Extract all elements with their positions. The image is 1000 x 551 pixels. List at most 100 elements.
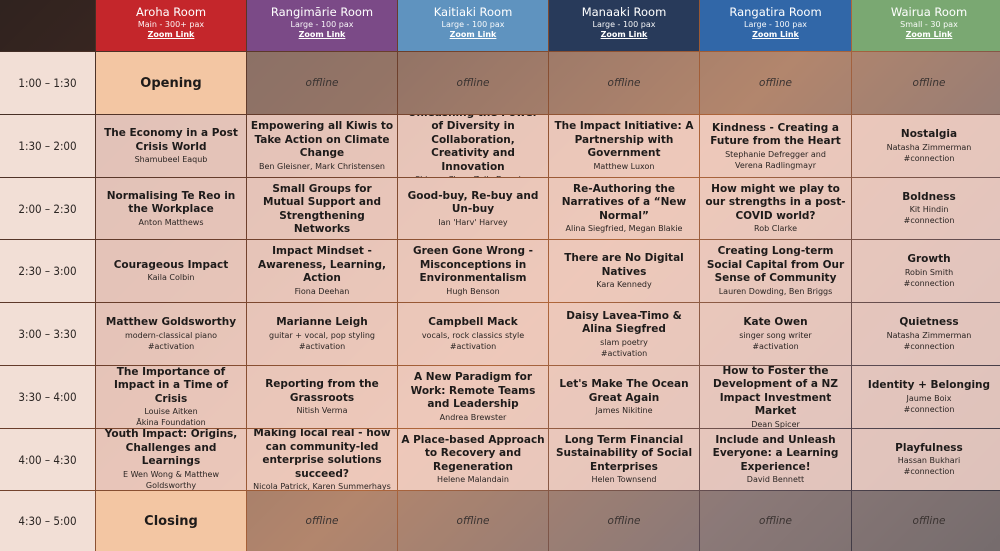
session-cell[interactable]: Youth Impact: Origins, Challenges and Le… <box>96 429 246 490</box>
session-cell[interactable]: Marianne Leigh guitar + vocal, pop stylin… <box>247 303 397 365</box>
room-name: Rangimārie Room <box>270 5 374 19</box>
session-cell[interactable]: A Place-based Approach to Recovery and R… <box>398 429 548 490</box>
session-cell[interactable]: There are No Digital Natives Kara Kennedy <box>549 240 699 302</box>
session-cell[interactable]: Playfulness Hassan Bukhari #connection <box>852 429 1000 490</box>
session-cell[interactable]: The Economy in a Post Crisis World Shamub… <box>96 115 246 177</box>
session-presenter: Hugh Benson <box>446 286 500 296</box>
session-title: Identity + Belonging <box>867 379 991 392</box>
session-presenter: James Nikitine <box>595 406 653 415</box>
session-cell[interactable]: Nostalgia Natasha Zimmerman #connection <box>852 115 1000 177</box>
room-capacity: Large - 100 pax <box>743 20 807 29</box>
session-presenter: Stephanie Defregger and <box>725 149 826 159</box>
room-capacity: Large - 100 pax <box>290 20 354 29</box>
session-presenter: vocals, rock classics style <box>421 330 525 340</box>
corner-cell <box>0 0 95 51</box>
session-presenter: Shireen Chua, Zella Downing <box>415 174 531 177</box>
session-presenter: Anton Matthews <box>138 217 204 227</box>
session-cell[interactable]: Unleashing the Power of Diversity in Col… <box>398 115 548 177</box>
session-cell[interactable]: Impact Mindset - Awareness, Learning, Ac… <box>247 240 397 302</box>
session-cell[interactable]: Empowering all Kiwis to Take Action on C… <box>247 115 397 177</box>
room-name: Kaitiaki Room <box>433 5 513 19</box>
session-cell[interactable]: Quietness Natasha Zimmerman #connection <box>852 303 1000 365</box>
room-capacity: Large - 100 pax <box>592 20 656 29</box>
session-cell[interactable]: Identity + Belonging Jaume Boix #connectio… <box>852 366 1000 428</box>
session-cell[interactable]: Pods: A Practice of Small Groups for Mut… <box>247 178 397 239</box>
room-header-5: Rangatira Room Large - 100 pax Zoom Link <box>700 0 851 51</box>
session-title: Unleashing the Power of Diversity in Col… <box>408 115 538 173</box>
session-title: Courageous Impact <box>113 258 229 271</box>
session-cell[interactable]: Kindness - Creating a Future from the He… <box>700 115 851 177</box>
session-tag: #connection <box>903 153 955 163</box>
time-label: 1:00 – 1:30 <box>0 52 95 114</box>
room-name: Manaaki Room <box>581 5 667 19</box>
offline-cell: offline <box>852 52 1000 114</box>
offline-cell: offline <box>700 52 851 114</box>
session-cell[interactable]: Re-Authoring the Narratives of a “New No… <box>549 178 699 239</box>
offline-cell: offline <box>247 52 397 114</box>
session-title: Long Term Financial Sustainability of So… <box>555 433 693 473</box>
session-title: Normalising Te Reo in the Workplace <box>106 189 236 216</box>
session-title: Making local real - how can community-le… <box>253 429 391 480</box>
session-cell[interactable]: Making local real - how can community-le… <box>247 429 397 490</box>
session-title: Nostalgia <box>900 128 958 141</box>
room-name: Aroha Room <box>135 5 207 19</box>
session-title: Matthew Goldsworthy <box>105 316 237 329</box>
session-presenter: E Wen Wong & Matthew <box>123 469 219 479</box>
session-cell[interactable]: Let's Make The Ocean Great Again James Ni… <box>549 366 699 428</box>
session-cell[interactable]: Reporting from the Grassroots Nitish Verm… <box>247 366 397 428</box>
session-cell[interactable]: Daisy Lavea-Timo & Alina Siegfred slam po… <box>549 303 699 365</box>
session-presenter: Kaila Colbin <box>147 273 195 283</box>
session-title: Pods: A Practice of Small Groups for Mut… <box>263 178 381 236</box>
session-presenter: Kit Hindin <box>909 205 949 215</box>
offline-cell: offline <box>398 52 548 114</box>
session-title: Marianne Leigh <box>276 316 368 329</box>
session-cell[interactable]: How might we play to our strengths in a … <box>700 178 851 239</box>
session-cell[interactable]: Campbell Mack vocals, rock classics style… <box>398 303 548 365</box>
session-tag: #activation <box>449 341 497 351</box>
session-presenter: Andrea Brewster <box>439 412 507 422</box>
session-cell[interactable]: Boldness Kit Hindin #connection <box>852 178 1000 239</box>
session-presenter: slam poetry <box>600 337 648 347</box>
session-title: Let's Make The Ocean Great Again <box>559 378 689 404</box>
session-presenter: Natasha Zimmerman <box>886 330 972 340</box>
session-presenter: Rob Clarke <box>754 224 797 234</box>
zoom-link[interactable]: Zoom Link <box>600 30 648 39</box>
session-cell[interactable]: How to Foster the Development of a NZ Im… <box>700 366 851 428</box>
session-cell[interactable]: Good-buy, Re-buy and Un-buy Ian 'Harv' Ha… <box>398 178 548 239</box>
session-cell[interactable]: Green Gone Wrong - Misconceptions in Env… <box>398 240 548 302</box>
session-cell[interactable]: Long Term Financial Sustainability of So… <box>549 429 699 490</box>
session-title: The Importance of Impact in a Time of Cr… <box>113 366 229 405</box>
session-cell[interactable]: Growth Robin Smith #connection <box>852 240 1000 302</box>
session-cell[interactable]: Normalising Te Reo in the Workplace Anton… <box>96 178 246 239</box>
session-presenter: John Gieryn, Nancy Gibson <box>269 237 376 239</box>
session-cell[interactable]: A New Paradigm for Work: Remote Teams an… <box>398 366 548 428</box>
time-label: 1:30 – 2:00 <box>0 115 95 177</box>
session-title: A New Paradigm for Work: Remote Teams an… <box>410 371 536 411</box>
zoom-link[interactable]: Zoom Link <box>147 30 195 39</box>
session-tag: #connection <box>903 341 955 351</box>
session-tag: #activation <box>752 341 799 351</box>
session-tag: #connection <box>903 216 955 226</box>
session-cell[interactable]: Creating Long-term Social Capital from O… <box>700 240 851 302</box>
session-cell[interactable]: The Impact Initiative: A Partnership wit… <box>549 115 699 177</box>
session-cell[interactable]: Kate Owen singer song writer #activation <box>700 303 851 365</box>
session-presenter: Matthew Luxon <box>593 161 655 171</box>
zoom-link[interactable]: Zoom Link <box>298 30 346 39</box>
session-title: The Impact Initiative: A Partnership wit… <box>554 120 694 160</box>
opening-session[interactable]: Opening <box>96 52 246 114</box>
session-cell[interactable]: Courageous Impact Kaila Colbin <box>96 240 246 302</box>
zoom-link[interactable]: Zoom Link <box>449 30 497 39</box>
offline-cell: offline <box>700 491 851 551</box>
time-label: 2:30 – 3:00 <box>0 240 95 302</box>
session-presenter: Alina Siegfried, Megan Blakie <box>565 224 683 234</box>
closing-session[interactable]: Closing <box>96 491 246 551</box>
zoom-link[interactable]: Zoom Link <box>905 30 953 39</box>
zoom-link[interactable]: Zoom Link <box>752 30 799 39</box>
session-cell[interactable]: The Importance of Impact in a Time of Cr… <box>96 366 246 428</box>
room-header-6: Wairua Room Small - 30 pax Zoom Link <box>852 0 1000 51</box>
session-cell[interactable]: Matthew Goldsworthy modern-classical pian… <box>96 303 246 365</box>
session-presenter: singer song writer <box>739 330 812 340</box>
session-cell[interactable]: Include and Unleash Everyone: a Learning… <box>700 429 851 490</box>
room-capacity: Large - 100 pax <box>441 20 505 29</box>
